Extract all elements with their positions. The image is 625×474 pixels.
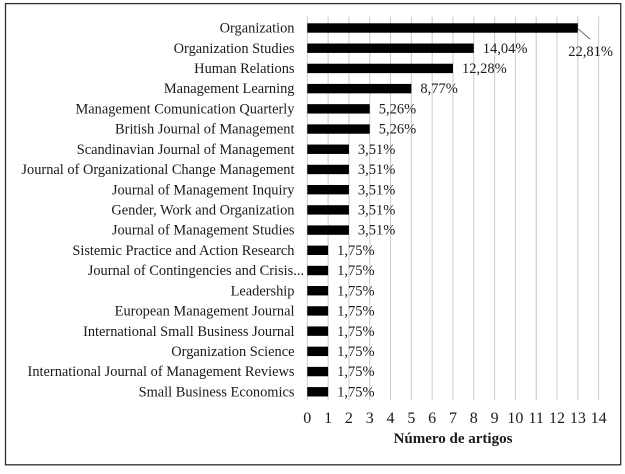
- svg-text:5,26%: 5,26%: [379, 101, 416, 117]
- svg-text:International Journal of Manag: International Journal of Management Revi…: [28, 364, 295, 380]
- svg-text:6: 6: [428, 410, 436, 427]
- svg-text:3: 3: [366, 410, 374, 427]
- svg-text:3,51%: 3,51%: [358, 162, 395, 178]
- svg-text:Journal of Management Inquiry: Journal of Management Inquiry: [112, 182, 295, 198]
- svg-text:4: 4: [387, 410, 395, 427]
- svg-text:1,75%: 1,75%: [337, 263, 374, 279]
- svg-text:11: 11: [529, 410, 544, 427]
- svg-text:7: 7: [449, 410, 457, 427]
- svg-text:British Journal of Management: British Journal of Management: [115, 122, 294, 138]
- svg-text:8: 8: [470, 410, 478, 427]
- svg-text:Organization: Organization: [220, 21, 295, 37]
- svg-text:Organization Science: Organization Science: [171, 344, 294, 360]
- svg-text:Management Learning: Management Learning: [164, 81, 295, 97]
- svg-text:5: 5: [407, 410, 415, 427]
- svg-text:2: 2: [345, 410, 353, 427]
- svg-text:10: 10: [507, 410, 523, 427]
- svg-text:European Management Journal: European Management Journal: [115, 304, 295, 320]
- svg-text:Journal of Organizational Chan: Journal of Organizational Change Managem…: [21, 162, 294, 178]
- svg-text:Sistemic Practice and Action R: Sistemic Practice and Action Research: [72, 243, 294, 259]
- svg-text:Journal of Contingencies and C: Journal of Contingencies and Crisis...: [88, 263, 304, 279]
- svg-text:1,75%: 1,75%: [337, 324, 374, 340]
- svg-text:Small Business Economics: Small Business Economics: [139, 384, 295, 400]
- svg-text:5,26%: 5,26%: [379, 122, 416, 138]
- svg-text:International Small Business J: International Small Business Journal: [83, 324, 294, 340]
- svg-text:12: 12: [549, 410, 565, 427]
- svg-text:3,51%: 3,51%: [358, 202, 395, 218]
- svg-text:1,75%: 1,75%: [337, 344, 374, 360]
- svg-text:Scandinavian Journal of Manage: Scandinavian Journal of Management: [77, 142, 295, 158]
- svg-text:12,28%: 12,28%: [462, 61, 507, 77]
- svg-text:Management Comunication Quarte: Management Comunication Quarterly: [76, 101, 296, 117]
- svg-text:3,51%: 3,51%: [358, 223, 395, 239]
- svg-text:Journal of Management Studies: Journal of Management Studies: [112, 223, 295, 239]
- svg-text:1,75%: 1,75%: [337, 283, 374, 299]
- svg-text:Leadership: Leadership: [231, 283, 295, 299]
- svg-text:13: 13: [570, 410, 586, 427]
- svg-text:Human Relations: Human Relations: [194, 61, 295, 77]
- svg-text:22,81%: 22,81%: [568, 44, 613, 60]
- svg-text:3,51%: 3,51%: [358, 142, 395, 158]
- svg-text:Número de artigos: Número de artigos: [394, 431, 513, 447]
- svg-text:1,75%: 1,75%: [337, 384, 374, 400]
- svg-text:Organization Studies: Organization Studies: [174, 41, 295, 57]
- svg-text:3,51%: 3,51%: [358, 182, 395, 198]
- svg-text:9: 9: [491, 410, 499, 427]
- svg-text:1,75%: 1,75%: [337, 364, 374, 380]
- svg-text:1: 1: [324, 410, 332, 427]
- svg-text:1,75%: 1,75%: [337, 243, 374, 259]
- svg-text:0: 0: [303, 410, 311, 427]
- svg-text:14: 14: [591, 410, 607, 427]
- svg-text:14,04%: 14,04%: [483, 41, 528, 57]
- svg-text:8,77%: 8,77%: [420, 81, 457, 97]
- svg-text:Gender, Work and Organization: Gender, Work and Organization: [111, 202, 294, 218]
- svg-text:1,75%: 1,75%: [337, 304, 374, 320]
